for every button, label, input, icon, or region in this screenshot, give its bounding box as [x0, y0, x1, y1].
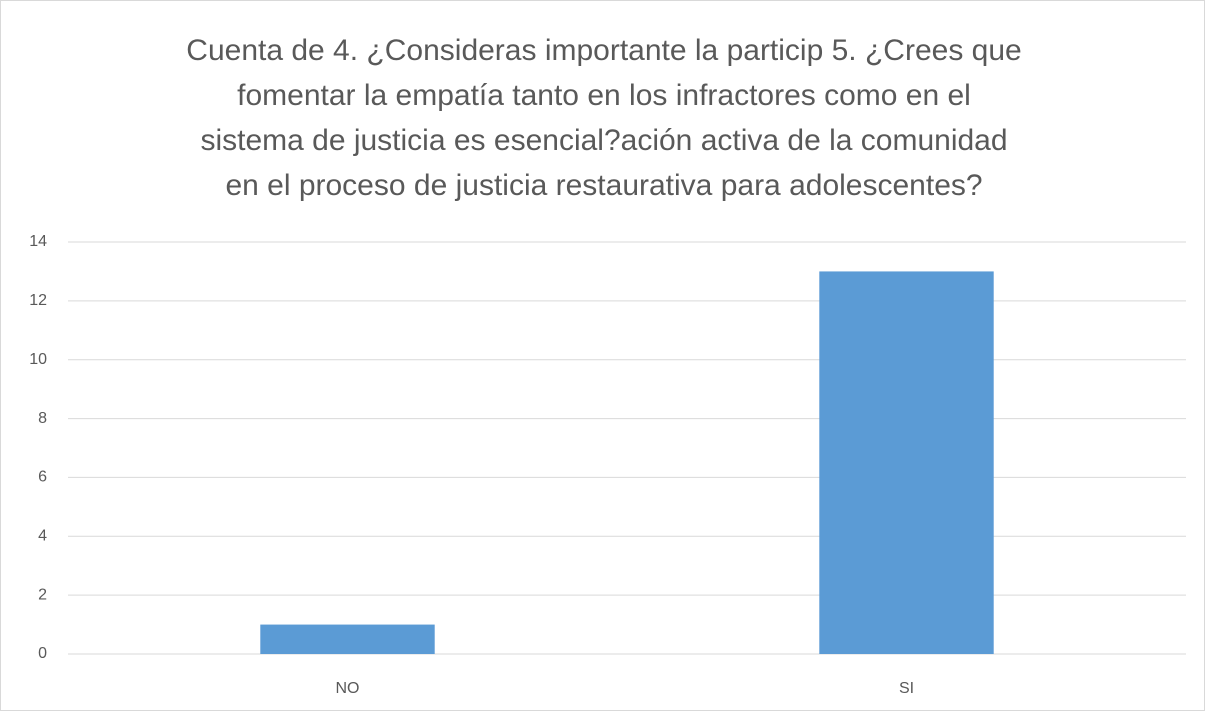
- y-tick-label: 6: [38, 469, 47, 486]
- bar: [260, 624, 435, 654]
- y-tick-label: 14: [29, 233, 47, 250]
- chart-title: sistema de justicia es esencial?ación ac…: [200, 124, 1007, 157]
- chart-title: fomentar la empatía tanto en los infract…: [237, 79, 971, 112]
- y-tick-label: 12: [29, 292, 47, 309]
- chart-title: en el proceso de justicia restaurativa p…: [225, 169, 982, 202]
- x-tick-label: SI: [899, 680, 914, 697]
- x-tick-label: NO: [336, 680, 360, 697]
- y-tick-label: 2: [38, 586, 47, 603]
- y-tick-label: 10: [29, 351, 47, 368]
- y-tick-label: 8: [38, 410, 47, 427]
- bar: [819, 271, 994, 654]
- y-tick-label: 4: [38, 528, 47, 545]
- chart-title: Cuenta de 4. ¿Consideras importante la p…: [186, 34, 1021, 67]
- y-tick-label: 0: [38, 645, 47, 662]
